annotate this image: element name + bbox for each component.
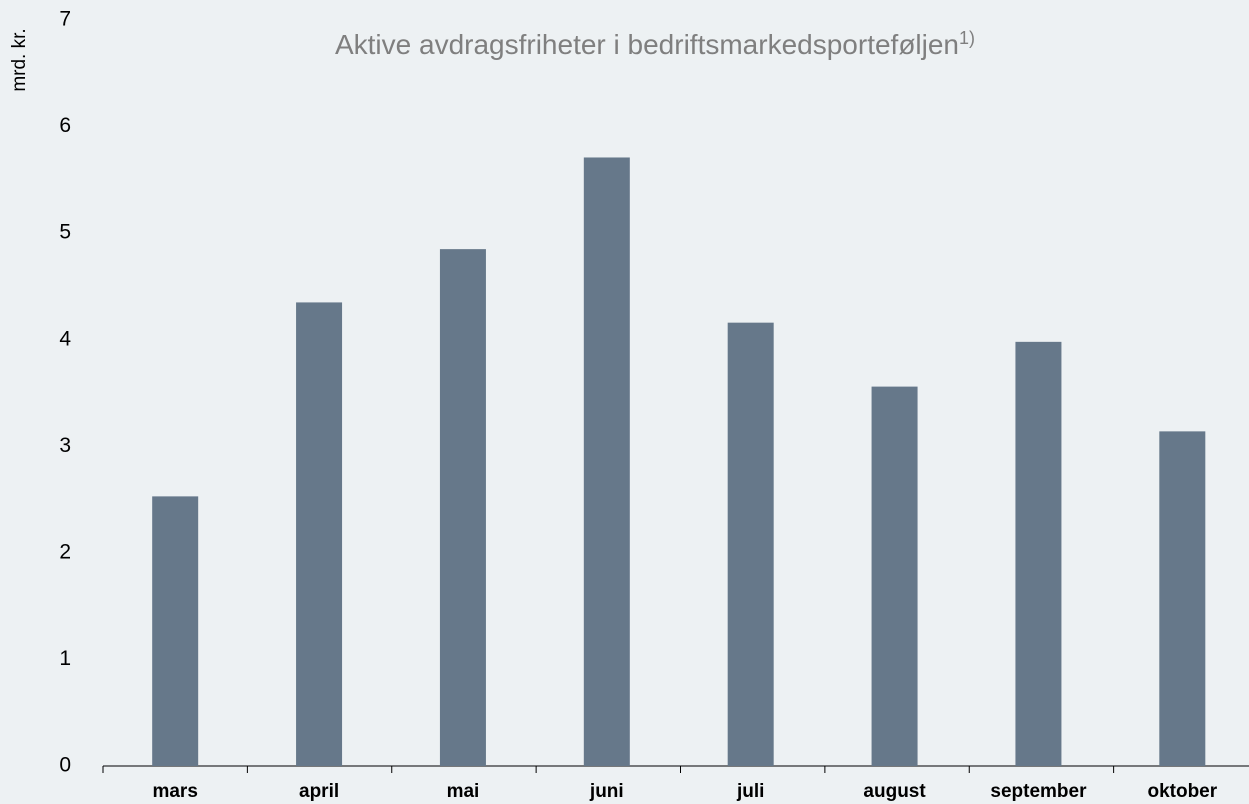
title-text: Aktive avdragsfriheter i bedriftsmarkeds… [335, 29, 959, 60]
y-tick-label: 4 [59, 327, 71, 350]
x-tick-label: oktober [1147, 781, 1217, 802]
y-tick-label: 1 [59, 647, 71, 670]
x-tick-label: august [863, 781, 926, 802]
x-tick-label: juni [589, 781, 624, 802]
bar [871, 386, 918, 766]
x-tick-label: mars [152, 781, 197, 802]
x-tick-label: juli [736, 781, 764, 802]
bar [727, 322, 774, 766]
bar [439, 249, 486, 767]
y-tick-label: 7 [59, 8, 71, 31]
x-tick-label: april [299, 781, 339, 802]
y-tick-label: 5 [59, 221, 71, 244]
y-tick-label: 3 [59, 434, 71, 457]
bar [296, 302, 343, 766]
title-superscript: 1) [959, 28, 975, 48]
y-tick-label: 2 [59, 540, 71, 563]
bar [583, 157, 630, 766]
x-tick-label: september [990, 781, 1087, 802]
y-axis-label: mrd. kr. [9, 28, 30, 91]
bar [1015, 341, 1062, 766]
bar [1159, 431, 1206, 766]
x-tick-label: mai [447, 781, 480, 802]
chart-title: Aktive avdragsfriheter i bedriftsmarkeds… [335, 28, 975, 61]
bar [152, 496, 199, 766]
y-tick-label: 6 [59, 114, 71, 137]
y-tick-label: 0 [59, 754, 71, 777]
